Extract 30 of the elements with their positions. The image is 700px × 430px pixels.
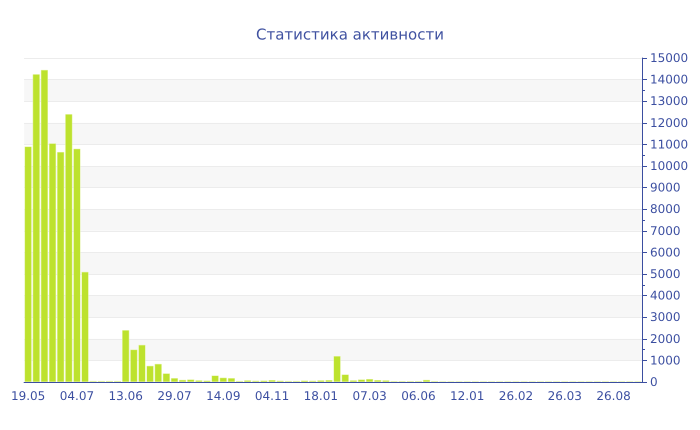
y-tick-label: 6000 [650, 245, 681, 260]
y-tick-label: 5000 [650, 267, 681, 281]
x-tick-label: 26.02 [498, 389, 534, 403]
y-tick-label: 12000 [650, 116, 688, 130]
x-tick-label: 13.06 [108, 389, 143, 403]
y-tick-label: 0 [650, 375, 658, 389]
chart-title: Статистика активности [256, 26, 444, 44]
x-tick-label: 18.01 [304, 389, 338, 403]
x-tick-label: 26.03 [548, 389, 582, 403]
x-tick-label: 04.11 [254, 389, 290, 403]
y-tick-label: 1000 [650, 353, 681, 368]
y-tick-label: 13000 [650, 94, 688, 108]
y-tick-label: 3000 [650, 310, 681, 324]
x-tick-label: 04.07 [60, 389, 94, 403]
y-tick-label: 15000 [650, 51, 688, 65]
x-tick-label: 19.05 [10, 389, 46, 403]
y-tick-label: 10000 [650, 159, 688, 173]
x-tick-label: 29.07 [157, 389, 192, 403]
y-tick-label: 7000 [650, 224, 681, 238]
x-tick-label: 06.06 [401, 389, 436, 403]
y-tick-label: 2000 [650, 332, 681, 346]
y-tick-label: 9000 [650, 180, 681, 195]
x-tick-label: 26.08 [596, 389, 631, 403]
x-tick-label: 07.03 [352, 389, 387, 403]
y-tick-label: 8000 [650, 202, 681, 216]
y-tick-label: 11000 [650, 137, 688, 152]
y-tick-label: 14000 [650, 72, 688, 87]
y-tick-label: 4000 [650, 288, 681, 303]
x-tick-label: 14.09 [206, 389, 240, 403]
x-tick-label: 12.01 [450, 389, 484, 403]
